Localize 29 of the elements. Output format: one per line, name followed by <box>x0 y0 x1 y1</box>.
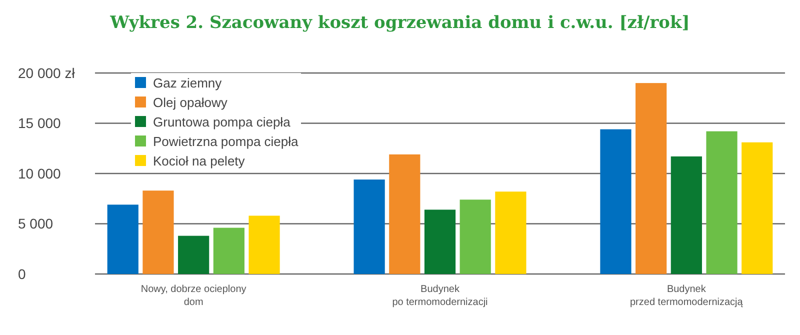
y-tick-label: 20 000 zł <box>18 64 76 81</box>
bar <box>600 129 632 274</box>
legend-label: Gruntowa pompa ciepła <box>153 114 292 130</box>
legend-label: Gaz ziemny <box>153 76 222 91</box>
bar <box>670 156 702 274</box>
bar <box>142 190 174 274</box>
legend-label: Kocioł na pelety <box>153 154 246 169</box>
x-tick-label: Budynek przed termomodernizacją <box>630 284 744 308</box>
chart-title: Wykres 2. Szacowany koszt ogrzewania domu i c.w.u. [zł/rok] <box>109 13 690 33</box>
bar <box>495 192 526 274</box>
y-tick-label: 0 <box>18 266 26 282</box>
bar <box>424 210 456 274</box>
y-tick-label: 5 000 <box>18 216 54 232</box>
bar <box>354 180 385 274</box>
x-tick-label: Nowy, dobrze ocieplony dom <box>140 284 246 308</box>
bar <box>248 216 280 274</box>
legend-label: Olej opałowy <box>153 95 228 110</box>
bar <box>178 236 210 274</box>
legend-label: Powietrzna pompa ciepła <box>153 134 300 150</box>
y-tick-label: 15 000 <box>18 115 62 132</box>
bar <box>213 228 244 274</box>
y-tick-label: 10 000 <box>18 165 62 182</box>
bar <box>389 154 420 274</box>
bar <box>636 83 667 274</box>
bar <box>460 200 491 274</box>
bar <box>742 142 773 274</box>
bar <box>706 131 738 274</box>
x-tick-label: Budynek po termomodernizacji <box>392 284 488 308</box>
bar <box>107 204 138 274</box>
